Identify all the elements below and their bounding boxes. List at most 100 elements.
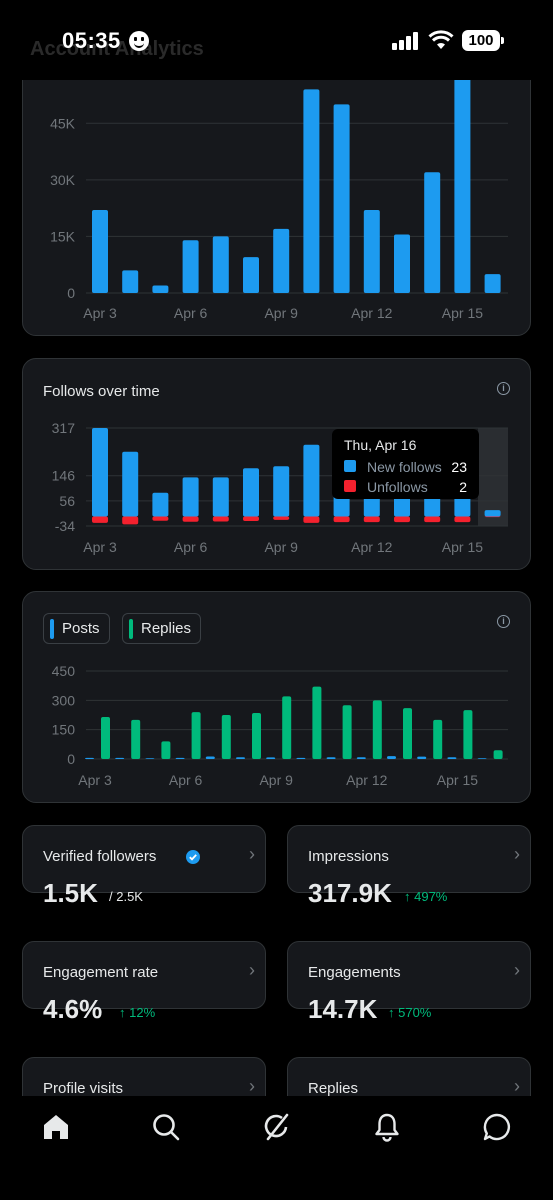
tooltip-date: Thu, Apr 16 <box>344 437 467 453</box>
new-follows-bar <box>485 510 501 516</box>
new-follows-bar <box>303 445 319 517</box>
x-tick-label: Apr 9 <box>264 539 298 555</box>
replies-bar <box>312 687 321 759</box>
unfollows-bar <box>364 517 380 523</box>
engagements-card[interactable]: Engagements › 14.7K ↑ 570% <box>287 941 531 1009</box>
y-tick-label: -34 <box>55 518 75 534</box>
bar <box>273 229 289 293</box>
new-follows-bar <box>243 468 259 516</box>
unfollows-bar <box>122 517 138 525</box>
y-tick-label: 30K <box>50 172 76 188</box>
bar <box>394 235 410 293</box>
replies-bar <box>161 741 170 759</box>
bar <box>152 285 168 293</box>
posts-bar <box>85 758 94 759</box>
chevron-right-icon: › <box>249 960 255 981</box>
unfollows-bar <box>183 517 199 522</box>
battery-indicator: 100 <box>462 30 500 51</box>
tooltip-unf-value: 2 <box>459 479 467 495</box>
status-bar: Account Analytics 05:35 100 <box>0 0 553 80</box>
stat-label: Verified followers <box>43 848 156 865</box>
unfollows-bar <box>454 517 470 523</box>
bar <box>485 274 501 293</box>
replies-bar <box>131 720 140 759</box>
new-follows-bar <box>152 493 168 517</box>
new-follows-bar <box>273 466 289 516</box>
y-tick-label: 317 <box>52 420 76 436</box>
stat-sub: / 2.5K <box>109 889 143 904</box>
y-tick-label: 56 <box>59 493 75 509</box>
new-follows-swatch <box>344 460 356 472</box>
x-tick-label: Apr 3 <box>83 539 117 555</box>
bar <box>243 257 259 293</box>
wifi-icon <box>428 30 454 50</box>
tooltip-row-unf: Unfollows 2 <box>344 479 467 493</box>
new-follows-bar <box>92 428 108 517</box>
tooltip-unf-label: Unfollows <box>367 479 428 495</box>
posts-bar <box>145 758 154 759</box>
bar <box>424 172 440 293</box>
unfollows-bar <box>273 517 289 520</box>
replies-bar <box>222 715 231 759</box>
x-tick-label: Apr 12 <box>346 772 387 788</box>
posts-bar <box>447 757 456 759</box>
new-follows-bar <box>183 477 199 516</box>
y-tick-label: 450 <box>52 663 76 679</box>
posts-bar <box>176 758 185 759</box>
tooltip-new-value: 23 <box>451 459 467 475</box>
smiley-icon <box>129 31 149 51</box>
replies-bar <box>463 710 472 759</box>
posts-bar <box>357 757 366 759</box>
info-icon[interactable]: i <box>497 382 510 395</box>
search-icon[interactable] <box>151 1112 181 1142</box>
unfollows-bar <box>152 517 168 521</box>
bar <box>92 210 108 293</box>
replies-bar <box>101 717 110 759</box>
y-tick-label: 15K <box>50 228 76 244</box>
unfollows-bar <box>92 517 108 523</box>
grok-icon[interactable] <box>262 1112 292 1142</box>
unfollows-bar <box>213 517 229 522</box>
posts-bar <box>266 757 275 759</box>
new-follows-bar <box>213 477 229 516</box>
messages-icon[interactable] <box>482 1112 512 1142</box>
follows-tooltip: Thu, Apr 16 New follows 23 Unfollows 2 <box>332 429 479 499</box>
x-tick-label: Apr 12 <box>351 305 392 321</box>
chevron-right-icon: › <box>249 844 255 865</box>
home-icon[interactable] <box>41 1112 71 1142</box>
y-tick-label: 150 <box>52 722 76 738</box>
bar <box>454 78 470 293</box>
x-tick-label: Apr 15 <box>437 772 478 788</box>
unfollows-bar <box>334 517 350 523</box>
chevron-right-icon: › <box>514 960 520 981</box>
posts-legend-chip[interactable]: Posts <box>43 613 110 644</box>
replies-bar <box>403 708 412 759</box>
replies-bar <box>252 713 261 759</box>
x-tick-label: Apr 12 <box>351 539 392 555</box>
status-time: 05:35 <box>62 28 121 54</box>
replies-legend-chip[interactable]: Replies <box>122 613 201 644</box>
stat-value: 317.9K <box>308 878 392 909</box>
replies-bar <box>282 696 291 759</box>
x-tick-label: Apr 6 <box>169 772 203 788</box>
posts-color-bar <box>50 619 54 639</box>
unfollows-bar <box>394 517 410 523</box>
posts-bar <box>206 756 215 759</box>
verified-followers-card[interactable]: Verified followers › 1.5K / 2.5K <box>22 825 266 893</box>
notifications-icon[interactable] <box>372 1112 402 1142</box>
impressions-card[interactable]: Impressions › 317.9K ↑ 497% <box>287 825 531 893</box>
tooltip-new-label: New follows <box>367 459 442 475</box>
x-tick-label: Apr 9 <box>264 305 298 321</box>
y-tick-label: 146 <box>52 468 76 484</box>
stat-delta: ↑ 497% <box>404 889 447 904</box>
posts-bar <box>478 758 487 759</box>
replies-color-bar <box>129 619 133 639</box>
engagement-rate-card[interactable]: Engagement rate › 4.6% ↑ 12% <box>22 941 266 1009</box>
stat-label: Impressions <box>308 848 389 865</box>
replies-bar <box>494 750 503 759</box>
info-icon[interactable]: i <box>497 615 510 628</box>
chevron-right-icon: › <box>514 1076 520 1097</box>
unfollows-bar <box>424 517 440 523</box>
follows-chart-title: Follows over time <box>43 383 160 400</box>
